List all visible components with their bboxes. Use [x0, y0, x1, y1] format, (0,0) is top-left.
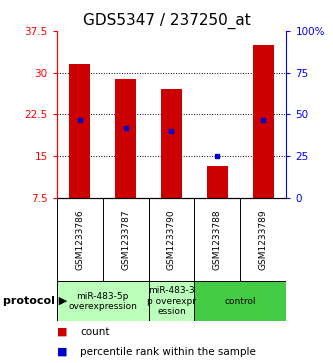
Bar — [57, 281, 149, 321]
Bar — [194, 281, 286, 321]
Bar — [161, 89, 182, 198]
Text: miR-483-5p
overexpression: miR-483-5p overexpression — [68, 291, 137, 311]
Text: miR-483-3
p overexpr
ession: miR-483-3 p overexpr ession — [147, 286, 196, 316]
Bar — [253, 45, 274, 198]
Text: GDS5347 / 237250_at: GDS5347 / 237250_at — [83, 13, 250, 29]
Bar — [115, 79, 136, 198]
Text: control: control — [225, 297, 256, 306]
Bar — [207, 166, 228, 198]
Text: GSM1233789: GSM1233789 — [259, 209, 268, 270]
Text: GSM1233786: GSM1233786 — [75, 209, 84, 270]
Text: GSM1233788: GSM1233788 — [213, 209, 222, 270]
Text: GSM1233787: GSM1233787 — [121, 209, 130, 270]
Text: percentile rank within the sample: percentile rank within the sample — [80, 347, 256, 357]
Text: protocol ▶: protocol ▶ — [3, 296, 68, 306]
Bar — [69, 64, 90, 198]
Text: count: count — [80, 327, 110, 337]
Text: ■: ■ — [57, 347, 67, 357]
Bar — [149, 281, 194, 321]
Text: ■: ■ — [57, 327, 67, 337]
Text: GSM1233790: GSM1233790 — [167, 209, 176, 270]
